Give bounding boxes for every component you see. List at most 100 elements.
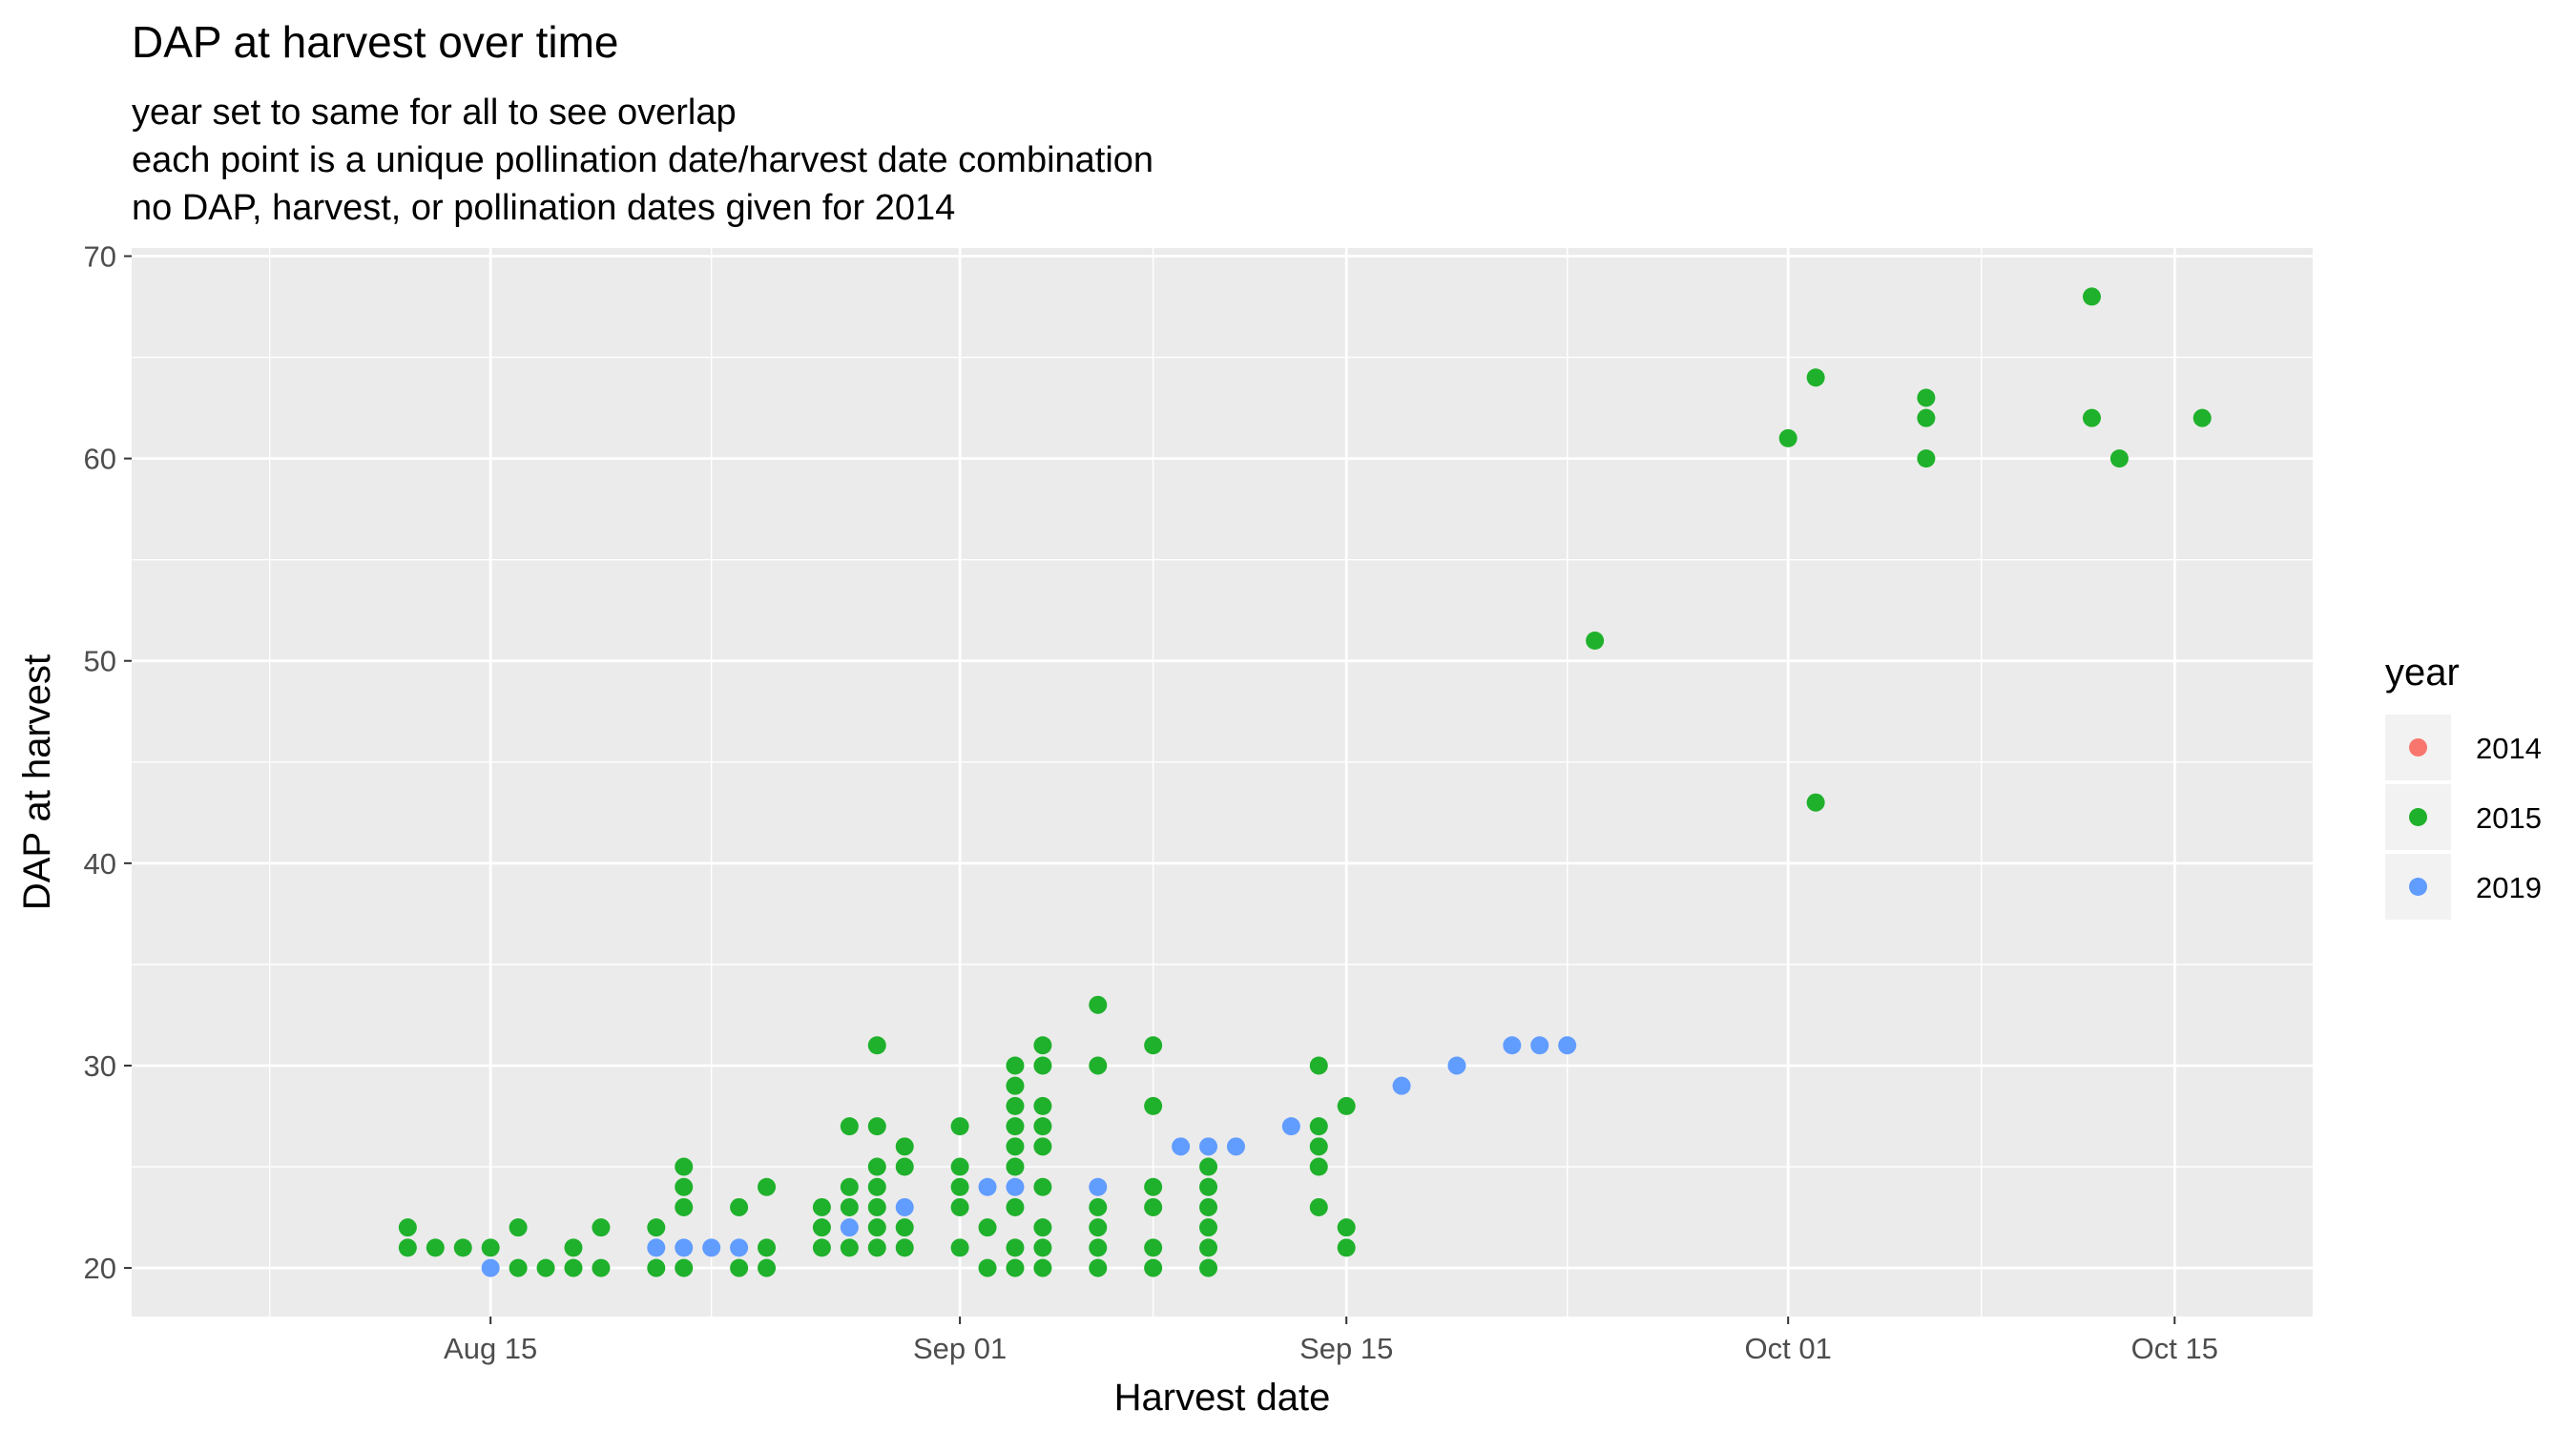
point-2015 — [1144, 1177, 1163, 1196]
chart-subtitle-line-3: no DAP, harvest, or pollination dates gi… — [132, 188, 955, 228]
x-tick-label: Oct 01 — [1745, 1332, 1832, 1365]
point-2015 — [840, 1117, 859, 1136]
point-2019 — [481, 1258, 500, 1277]
point-2015 — [1309, 1056, 1328, 1075]
point-2015 — [1309, 1117, 1328, 1136]
point-2015 — [1144, 1096, 1163, 1115]
point-2015 — [812, 1197, 831, 1216]
point-2015 — [1033, 1218, 1052, 1237]
point-2015 — [592, 1258, 611, 1277]
point-2015 — [509, 1258, 528, 1277]
grid-minor — [132, 248, 2313, 1317]
point-2015 — [812, 1238, 831, 1257]
point-2015 — [840, 1197, 859, 1216]
legend-key-2015 — [2409, 808, 2427, 826]
legend-key-2019 — [2409, 878, 2427, 896]
x-axis-title: Harvest date — [1114, 1377, 1331, 1419]
point-2015 — [1199, 1218, 1218, 1237]
point-2015 — [840, 1177, 859, 1196]
point-2015 — [675, 1258, 694, 1277]
point-2015 — [509, 1218, 528, 1237]
point-2019 — [840, 1218, 859, 1237]
point-2015 — [840, 1238, 859, 1257]
point-2015 — [564, 1238, 583, 1257]
point-2015 — [1309, 1157, 1328, 1176]
point-2019 — [675, 1238, 694, 1257]
point-2015 — [867, 1238, 886, 1257]
points-layer — [398, 287, 2212, 1277]
point-2015 — [1337, 1218, 1356, 1237]
point-2015 — [950, 1117, 969, 1136]
point-2015 — [1144, 1238, 1163, 1257]
point-2015 — [950, 1197, 969, 1216]
point-2015 — [2192, 408, 2212, 427]
point-2015 — [2083, 408, 2102, 427]
y-tick-label: 60 — [84, 443, 116, 476]
point-2015 — [1006, 1137, 1025, 1156]
point-2015 — [1033, 1056, 1052, 1075]
point-2019 — [1199, 1137, 1218, 1156]
point-2015 — [1144, 1197, 1163, 1216]
point-2015 — [675, 1157, 694, 1176]
point-2015 — [1033, 1238, 1052, 1257]
point-2019 — [1447, 1056, 1466, 1075]
legend: year 2014 2015 2019 — [2385, 652, 2542, 920]
point-2015 — [675, 1177, 694, 1196]
point-2015 — [950, 1177, 969, 1196]
point-2015 — [2083, 287, 2102, 306]
point-2019 — [1558, 1036, 1577, 1055]
point-2015 — [481, 1238, 500, 1257]
point-2015 — [1917, 388, 1936, 407]
point-2015 — [1806, 368, 1825, 387]
point-2015 — [812, 1218, 831, 1237]
y-tick-label: 20 — [84, 1252, 116, 1285]
point-2015 — [730, 1197, 749, 1216]
point-2015 — [758, 1177, 777, 1196]
point-2015 — [398, 1238, 417, 1257]
point-2015 — [398, 1218, 417, 1237]
plot-panel — [132, 248, 2313, 1317]
x-tick-label: Sep 01 — [913, 1332, 1007, 1365]
point-2015 — [867, 1177, 886, 1196]
point-2015 — [978, 1258, 997, 1277]
point-2019 — [647, 1238, 666, 1257]
point-2015 — [1806, 793, 1825, 812]
point-2015 — [1006, 1117, 1025, 1136]
point-2019 — [1392, 1076, 1411, 1095]
point-2015 — [867, 1197, 886, 1216]
point-2015 — [1033, 1096, 1052, 1115]
legend-label-2015: 2015 — [2476, 801, 2542, 835]
point-2015 — [1917, 449, 1936, 468]
point-2015 — [895, 1238, 914, 1257]
point-2015 — [1006, 1056, 1025, 1075]
point-2015 — [978, 1218, 997, 1237]
point-2019 — [1503, 1036, 1522, 1055]
point-2019 — [1089, 1177, 1108, 1196]
point-2015 — [564, 1258, 583, 1277]
point-2015 — [1033, 1036, 1052, 1055]
point-2015 — [592, 1218, 611, 1237]
point-2019 — [1006, 1177, 1025, 1196]
point-2015 — [1033, 1258, 1052, 1277]
chart-title: DAP at harvest over time — [132, 17, 618, 67]
point-2015 — [1586, 632, 1605, 651]
point-2015 — [1006, 1096, 1025, 1115]
point-2015 — [1089, 1056, 1108, 1075]
point-2015 — [426, 1238, 445, 1257]
point-2015 — [1144, 1258, 1163, 1277]
y-tick-label: 30 — [84, 1049, 116, 1083]
point-2015 — [647, 1258, 666, 1277]
point-2015 — [867, 1157, 886, 1176]
y-axis: 20 30 40 50 60 70 — [84, 239, 132, 1285]
point-2015 — [1199, 1177, 1218, 1196]
legend-title: year — [2385, 652, 2460, 694]
point-2015 — [1006, 1157, 1025, 1176]
point-2015 — [895, 1157, 914, 1176]
point-2015 — [536, 1258, 555, 1277]
point-2019 — [1226, 1137, 1245, 1156]
point-2015 — [1917, 408, 1936, 427]
point-2015 — [730, 1258, 749, 1277]
point-2015 — [1006, 1238, 1025, 1257]
legend-key-2014 — [2409, 738, 2427, 757]
